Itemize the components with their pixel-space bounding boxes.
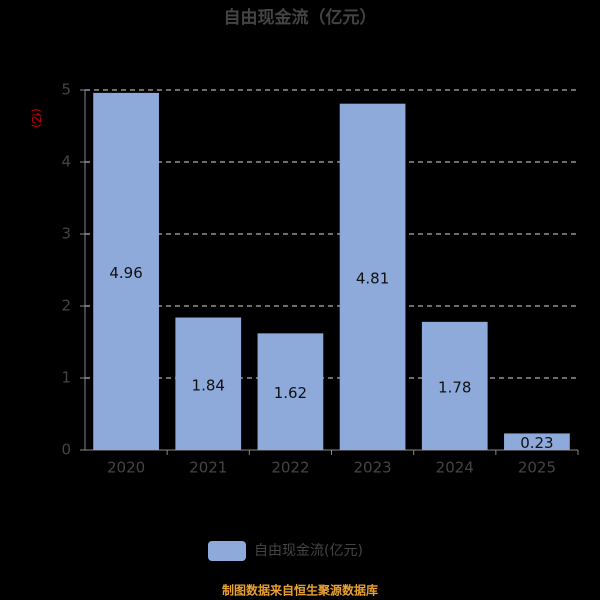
x-tick-label: 2023: [353, 459, 391, 477]
y-tick-label: 0: [61, 441, 71, 459]
y-tick-label: 1: [61, 369, 71, 387]
bar: [421, 321, 488, 450]
x-tick-label: 2024: [436, 459, 474, 477]
chart-title: 自由现金流（亿元）: [224, 7, 377, 28]
value-label: 4.81: [356, 269, 389, 287]
bar: [175, 317, 242, 450]
value-label: 4.96: [109, 264, 142, 282]
value-label: 1.62: [274, 384, 307, 402]
bar: [257, 333, 324, 450]
value-label: 0.23: [520, 434, 553, 452]
x-tick-label: 2021: [189, 459, 227, 477]
bar: [504, 433, 570, 450]
legend-label: 自由现金流(亿元): [254, 543, 363, 559]
y-tick-label: 4: [61, 153, 71, 171]
value-label: 1.84: [192, 376, 225, 394]
y-tick-label: 3: [61, 225, 71, 243]
bar: [339, 103, 406, 451]
y-tick-label: 2: [61, 297, 71, 315]
bar: [93, 92, 159, 450]
value-label: 1.78: [438, 378, 471, 396]
x-tick-label: 2022: [271, 459, 309, 477]
source-note: 制图数据来自恒生聚源数据库: [222, 583, 378, 598]
legend-swatch: [208, 541, 246, 561]
x-tick-label: 2020: [107, 459, 145, 477]
x-tick-label: 2025: [518, 459, 556, 477]
y-axis-label: (亿): [30, 108, 43, 128]
y-tick-label: 5: [61, 81, 71, 99]
